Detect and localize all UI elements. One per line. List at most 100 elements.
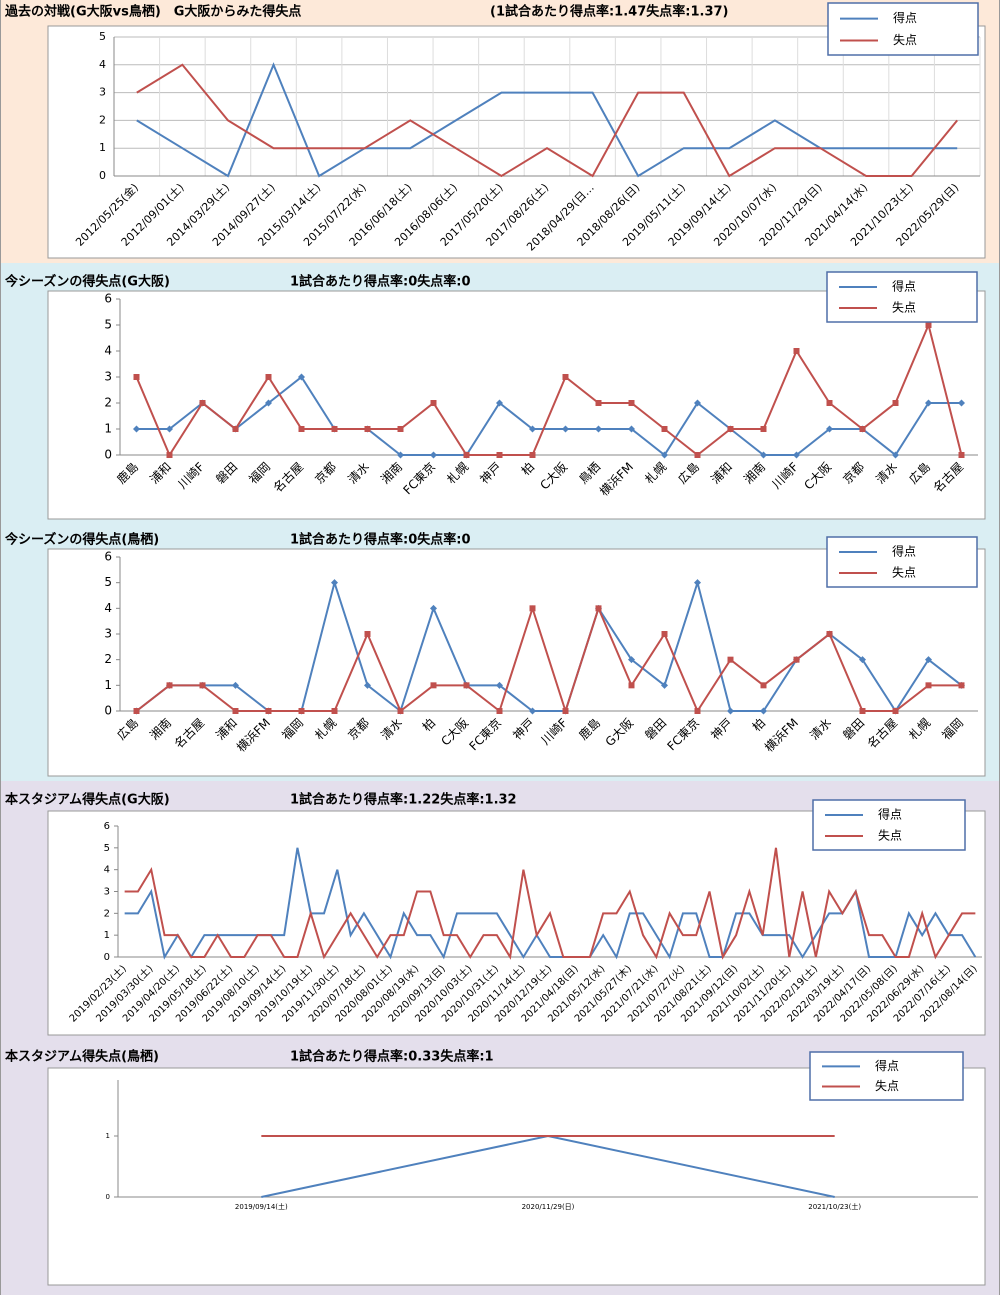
- point-marker: [958, 452, 965, 458]
- point-marker: [595, 605, 602, 612]
- y-tick-label: 4: [104, 344, 112, 358]
- point-marker: [694, 452, 701, 458]
- point-marker: [793, 348, 800, 354]
- chart-title: 今シーズンの得失点(鳥栖): [4, 532, 159, 548]
- point-marker: [496, 681, 503, 689]
- chart-panel: 今シーズンの得失点(G大阪) 1試合あたり得点率:0失点率:00123456鹿島浦…: [1, 263, 999, 522]
- point-marker: [265, 708, 272, 714]
- point-marker: [892, 708, 899, 714]
- legend-box: [826, 271, 978, 323]
- series-line: [136, 375, 962, 457]
- y-tick-label: 1: [106, 1132, 110, 1140]
- point-marker: [727, 426, 734, 432]
- chart-title: 過去の対戦(G大阪vs鳥栖) G大阪からみた得失点: [4, 4, 301, 20]
- point-marker: [760, 426, 767, 432]
- y-tick-label: 3: [104, 627, 112, 641]
- series-line: [135, 321, 963, 458]
- legend-label: 得点: [892, 544, 916, 559]
- point-marker: [265, 374, 272, 380]
- legend-box: [827, 2, 979, 56]
- point-marker: [925, 682, 932, 689]
- point-marker: [661, 451, 668, 459]
- chart-title: 今シーズンの得失点(G大阪): [4, 274, 170, 290]
- point-marker: [628, 400, 635, 406]
- legend-label: 失点: [893, 32, 917, 47]
- y-tick-label: 2: [99, 113, 106, 126]
- point-marker: [628, 682, 635, 689]
- point-marker: [331, 579, 338, 587]
- y-tick-label: 1: [104, 678, 112, 692]
- legend-label: 失点: [892, 300, 916, 315]
- point-marker: [727, 707, 734, 715]
- point-marker: [298, 708, 305, 714]
- y-tick-label: 5: [104, 843, 110, 854]
- point-marker: [133, 425, 140, 433]
- y-tick-label: 0: [104, 952, 110, 963]
- point-marker: [397, 426, 404, 432]
- point-marker: [694, 708, 701, 714]
- legend-label: 失点: [875, 1078, 899, 1093]
- point-marker: [496, 708, 503, 714]
- point-marker: [892, 400, 899, 406]
- y-tick-label: 4: [99, 58, 106, 71]
- point-marker: [430, 682, 437, 689]
- point-marker: [793, 451, 800, 459]
- y-tick-label: 3: [99, 86, 106, 99]
- point-marker: [265, 399, 272, 407]
- point-marker: [430, 604, 437, 612]
- chart-subtitle: 1試合あたり得点率:1.22失点率:1.32: [290, 792, 517, 808]
- y-tick-label: 4: [104, 865, 110, 876]
- chart-subtitle: 1試合あたり得点率:0失点率:0: [290, 532, 471, 548]
- y-tick-label: 0: [104, 704, 112, 718]
- point-marker: [430, 451, 437, 459]
- x-tick-label: 2021/10/23(土): [808, 1202, 861, 1211]
- y-tick-label: 6: [104, 292, 112, 306]
- legend-box: [812, 799, 966, 851]
- point-marker: [694, 579, 701, 587]
- point-marker: [397, 451, 404, 459]
- point-marker: [859, 426, 866, 432]
- legend-label: 得点: [893, 10, 917, 25]
- y-tick-label: 2: [104, 652, 112, 666]
- point-marker: [826, 425, 833, 433]
- point-marker: [331, 708, 338, 714]
- chart-subtitle: 1試合あたり得点率:0失点率:0: [290, 274, 471, 290]
- chart-panel: 本スタジアム得失点(鳥栖) 1試合あたり得点率:0.33失点率:1 0 1 2019/0…: [1, 1040, 999, 1295]
- legend-label: 得点: [875, 1058, 899, 1073]
- point-marker: [199, 400, 206, 406]
- y-tick-label: 5: [104, 575, 112, 589]
- x-tick-label: 2020/11/29(日): [522, 1203, 575, 1211]
- y-tick-label: 2: [104, 908, 110, 919]
- point-marker: [529, 452, 536, 458]
- point-marker: [232, 708, 239, 714]
- y-tick-label: 5: [104, 318, 112, 332]
- point-marker: [958, 682, 965, 689]
- point-marker: [958, 399, 965, 407]
- y-tick-label: 6: [104, 550, 112, 564]
- legend-box: [826, 536, 978, 588]
- point-marker: [793, 656, 800, 663]
- point-marker: [859, 708, 866, 714]
- point-marker: [727, 656, 734, 663]
- chart-panel: 過去の対戦(G大阪vs鳥栖) G大阪からみた得失点 (1試合あたり得点率:1.47…: [1, 0, 999, 263]
- y-tick-label: 0: [104, 448, 112, 462]
- legend-label: 失点: [892, 565, 916, 580]
- point-marker: [859, 656, 866, 664]
- legend-box: [809, 1051, 964, 1101]
- chart-panel: 本スタジアム得失点(G大阪) 1試合あたり得点率:1.22失点率:1.32 0 1 2 3…: [1, 781, 999, 1040]
- point-marker: [232, 426, 239, 432]
- y-tick-label: 6: [104, 821, 110, 832]
- y-tick-label: 5: [99, 30, 106, 43]
- legend-label: 得点: [892, 279, 916, 294]
- point-marker: [133, 374, 140, 380]
- point-marker: [628, 656, 635, 664]
- point-marker: [232, 681, 239, 689]
- point-marker: [595, 425, 602, 433]
- y-tick-label: 1: [104, 930, 110, 941]
- point-marker: [298, 373, 305, 381]
- point-marker: [529, 425, 536, 433]
- point-marker: [430, 400, 437, 406]
- y-tick-label: 1: [99, 141, 106, 154]
- series-line: [136, 63, 958, 178]
